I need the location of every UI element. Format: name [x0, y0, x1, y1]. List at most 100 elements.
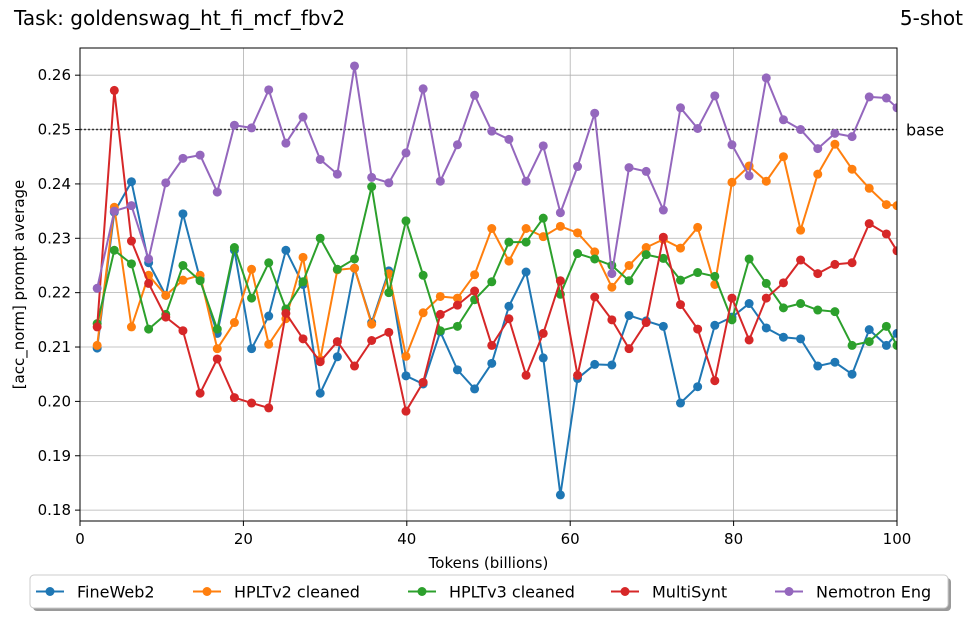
data-point [847, 340, 857, 350]
y-tick-label: 0.19 [38, 447, 71, 465]
data-point [126, 322, 136, 332]
data-point [229, 120, 239, 130]
data-point [555, 276, 565, 286]
data-point [315, 233, 325, 243]
data-point [796, 125, 806, 135]
data-point [658, 205, 668, 215]
data-point [144, 278, 154, 288]
data-point [710, 320, 720, 330]
data-point [452, 300, 462, 310]
data-point [727, 315, 737, 325]
data-point [332, 264, 342, 274]
data-point [401, 216, 411, 226]
data-point [178, 153, 188, 163]
data-point [641, 243, 651, 253]
data-point [892, 201, 897, 211]
legend-label: FineWeb2 [77, 583, 155, 602]
data-point [521, 224, 531, 234]
data-point [573, 249, 583, 259]
data-point [212, 344, 222, 354]
data-point [590, 247, 600, 257]
data-point [504, 301, 514, 311]
data-point [675, 398, 685, 408]
data-point [521, 237, 531, 247]
legend-label: Nemotron Eng [816, 583, 931, 602]
data-point [693, 324, 703, 334]
legend-label: HPLTv3 cleaned [449, 583, 575, 602]
data-point [212, 324, 222, 334]
data-point [92, 283, 102, 293]
data-point [264, 85, 274, 95]
data-point [881, 93, 891, 103]
series-multisynt [92, 85, 897, 416]
data-point [881, 321, 891, 331]
data-point [624, 260, 634, 270]
data-point [487, 358, 497, 368]
data-point [384, 288, 394, 298]
data-point [624, 310, 634, 320]
legend-marker [202, 587, 212, 596]
data-point [247, 123, 257, 133]
data-point [847, 164, 857, 174]
data-point [435, 291, 445, 301]
data-point [796, 299, 806, 309]
data-point [109, 206, 119, 216]
data-point [573, 228, 583, 238]
data-point [658, 232, 668, 242]
data-point [864, 92, 874, 102]
data-point [350, 254, 360, 264]
data-point [607, 360, 617, 370]
data-point [418, 308, 428, 318]
data-point [401, 406, 411, 416]
legend: FineWeb2 HPLTv2 cleaned HPLTv3 cleaned Mult… [29, 574, 951, 611]
data-point [281, 138, 291, 148]
data-point [847, 369, 857, 379]
data-point [195, 388, 205, 398]
data-point [350, 263, 360, 273]
data-point [109, 85, 119, 95]
data-point [470, 90, 480, 100]
data-point [881, 340, 891, 350]
legend-label: HPLTv2 cleaned [234, 583, 360, 602]
data-point [813, 144, 823, 154]
data-point [555, 221, 565, 231]
data-point [830, 357, 840, 367]
legend-marker [45, 587, 55, 596]
data-point [538, 213, 548, 223]
data-point [693, 123, 703, 133]
legend-marker [620, 587, 630, 596]
data-point [881, 200, 891, 210]
data-point [624, 163, 634, 173]
data-point [761, 278, 771, 288]
data-point [555, 490, 565, 500]
data-point [607, 269, 617, 279]
x-tick-label: 60 [561, 530, 580, 548]
data-point [864, 337, 874, 347]
data-point [298, 112, 308, 122]
y-tick-label: 0.23 [38, 229, 71, 247]
data-point [264, 258, 274, 268]
data-point [864, 219, 874, 229]
data-point [332, 352, 342, 362]
data-point [710, 376, 720, 386]
legend-box [29, 574, 949, 609]
data-point [161, 290, 171, 300]
data-point [452, 365, 462, 375]
legend-label: MultiSynt [652, 583, 727, 602]
data-point [710, 91, 720, 101]
data-point [727, 140, 737, 150]
data-point [504, 237, 514, 247]
data-point [247, 398, 257, 408]
data-point [641, 250, 651, 260]
baseline-label: base [906, 121, 944, 140]
x-axis-label: Tokens (billions) [428, 554, 549, 572]
data-point [590, 254, 600, 264]
data-point [487, 224, 497, 234]
data-point [332, 337, 342, 347]
data-point [350, 61, 360, 71]
data-point [607, 282, 617, 292]
data-point [435, 309, 445, 319]
data-point [178, 260, 188, 270]
data-point [195, 150, 205, 160]
data-point [126, 177, 136, 187]
